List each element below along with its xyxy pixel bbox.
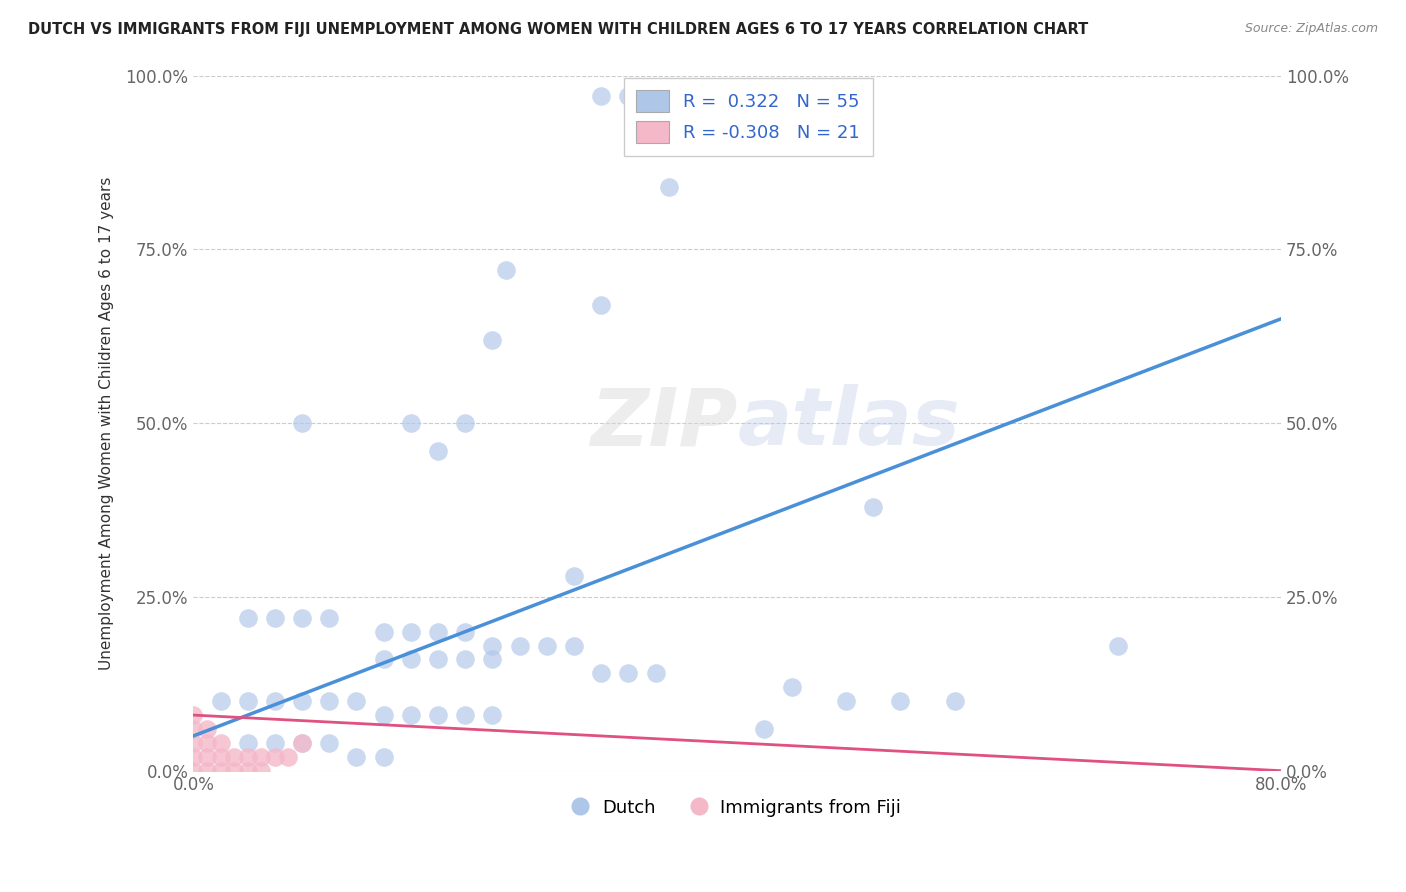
Text: Source: ZipAtlas.com: Source: ZipAtlas.com — [1244, 22, 1378, 36]
Point — [1107, 639, 1129, 653]
Point — [291, 736, 314, 750]
Point — [427, 624, 450, 639]
Point — [427, 444, 450, 458]
Point — [250, 749, 273, 764]
Point — [481, 652, 503, 666]
Point — [481, 639, 503, 653]
Point — [754, 722, 776, 736]
Point — [346, 749, 368, 764]
Point — [481, 708, 503, 723]
Point — [454, 708, 477, 723]
Point — [481, 333, 503, 347]
Point — [644, 666, 666, 681]
Point — [183, 749, 205, 764]
Point — [318, 694, 340, 708]
Point — [427, 652, 450, 666]
Point — [536, 639, 558, 653]
Point — [195, 764, 218, 778]
Point — [373, 749, 395, 764]
Point — [373, 708, 395, 723]
Point — [318, 611, 340, 625]
Point — [427, 708, 450, 723]
Point — [454, 416, 477, 430]
Point — [195, 749, 218, 764]
Point — [373, 652, 395, 666]
Point — [236, 764, 259, 778]
Point — [236, 694, 259, 708]
Point — [889, 694, 911, 708]
Point — [209, 749, 232, 764]
Text: ZIP: ZIP — [589, 384, 737, 462]
Point — [209, 764, 232, 778]
Point — [264, 611, 287, 625]
Point — [780, 680, 803, 694]
Point — [399, 416, 422, 430]
Point — [318, 736, 340, 750]
Point — [291, 736, 314, 750]
Point — [183, 722, 205, 736]
Point — [399, 624, 422, 639]
Point — [591, 298, 613, 312]
Point — [264, 736, 287, 750]
Legend: Dutch, Immigrants from Fiji: Dutch, Immigrants from Fiji — [565, 791, 908, 824]
Point — [943, 694, 966, 708]
Point — [291, 611, 314, 625]
Point — [562, 569, 585, 583]
Point — [291, 416, 314, 430]
Point — [209, 736, 232, 750]
Point — [195, 722, 218, 736]
Point — [195, 736, 218, 750]
Point — [236, 736, 259, 750]
Point — [277, 749, 299, 764]
Point — [862, 500, 884, 514]
Point — [264, 749, 287, 764]
Point — [658, 179, 681, 194]
Point — [509, 639, 531, 653]
Point — [236, 749, 259, 764]
Point — [373, 624, 395, 639]
Point — [209, 694, 232, 708]
Point — [591, 89, 613, 103]
Point — [291, 694, 314, 708]
Point — [591, 666, 613, 681]
Point — [250, 764, 273, 778]
Text: DUTCH VS IMMIGRANTS FROM FIJI UNEMPLOYMENT AMONG WOMEN WITH CHILDREN AGES 6 TO 1: DUTCH VS IMMIGRANTS FROM FIJI UNEMPLOYME… — [28, 22, 1088, 37]
Point — [617, 666, 640, 681]
Point — [454, 652, 477, 666]
Y-axis label: Unemployment Among Women with Children Ages 6 to 17 years: Unemployment Among Women with Children A… — [100, 177, 114, 670]
Point — [183, 708, 205, 723]
Point — [183, 736, 205, 750]
Point — [264, 694, 287, 708]
Point — [399, 708, 422, 723]
Point — [454, 624, 477, 639]
Point — [562, 639, 585, 653]
Text: atlas: atlas — [737, 384, 960, 462]
Point — [224, 764, 246, 778]
Point — [399, 652, 422, 666]
Point — [183, 764, 205, 778]
Point — [346, 694, 368, 708]
Point — [835, 694, 858, 708]
Point — [236, 611, 259, 625]
Point — [617, 89, 640, 103]
Point — [224, 749, 246, 764]
Point — [495, 263, 517, 277]
